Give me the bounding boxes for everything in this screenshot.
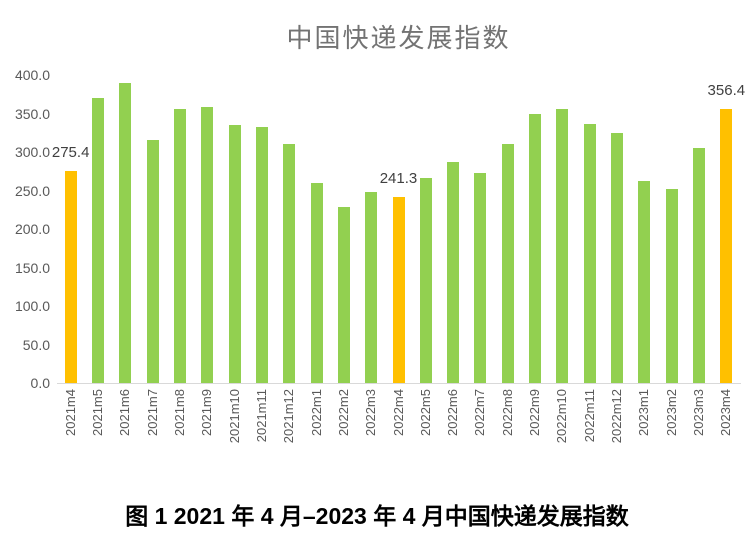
bar-data-label: 241.3 [379, 170, 418, 188]
bar [419, 178, 432, 383]
bar [201, 106, 214, 383]
bar [501, 144, 514, 383]
chart-title: 中国快递发展指数 [286, 23, 511, 53]
bar [283, 144, 296, 383]
x-tick-label: 2022m4 [390, 389, 406, 436]
y-tick-label: 300.0 [14, 144, 50, 160]
bar [665, 188, 678, 383]
bar [337, 207, 350, 383]
x-tick-label: 2023m4 [718, 389, 734, 436]
figure-caption: 图 1 2021 年 4 月–2023 年 4 月中国快递发展指数 [125, 503, 629, 529]
x-tick-label: 2021m11 [253, 389, 269, 443]
bar [693, 148, 706, 383]
y-tick-label: 350.0 [14, 105, 50, 122]
bar [255, 126, 268, 383]
bar-highlighted [392, 197, 405, 383]
x-tick-label: 2022m6 [445, 389, 461, 436]
bar-highlighted [64, 170, 77, 383]
y-tick-label: 150.0 [14, 259, 50, 276]
bar [146, 139, 159, 383]
bar [529, 113, 542, 383]
y-tick-label: 100.0 [14, 298, 50, 314]
x-tick-label: 2022m2 [335, 389, 351, 436]
bar-highlighted [720, 108, 733, 383]
y-tick-label: 50.0 [22, 336, 50, 353]
x-tick-label: 2021m8 [171, 389, 187, 436]
x-tick-label: 2021m7 [144, 389, 160, 436]
y-tick-label: 0.0 [30, 375, 50, 391]
x-tick-label: 2022m3 [363, 389, 379, 436]
x-tick-label: 2022m8 [499, 389, 515, 436]
x-tick-label: 2021m4 [62, 389, 78, 436]
bar [91, 98, 104, 383]
x-tick-label: 2022m1 [308, 389, 324, 436]
x-tick-label: 2021m6 [117, 389, 133, 436]
bar-data-label: 275.4 [51, 143, 90, 161]
bar [119, 82, 132, 383]
x-tick-label: 2023m2 [663, 389, 679, 436]
x-tick-label: 2021m5 [89, 389, 105, 436]
x-tick-label: 2021m10 [226, 389, 242, 444]
x-tick-label: 2023m3 [691, 389, 707, 436]
bar [365, 192, 378, 383]
bar [611, 132, 624, 383]
bar [583, 123, 596, 383]
x-axis-line [57, 383, 741, 384]
x-tick-label: 2022m9 [527, 389, 543, 436]
bar [638, 181, 651, 383]
x-tick-label: 2023m1 [636, 389, 652, 436]
bar [447, 162, 460, 383]
bar-data-label: 356.4 [707, 81, 746, 99]
x-tick-label: 2022m7 [472, 389, 488, 436]
x-tick-label: 2021m12 [281, 389, 297, 444]
bar [556, 108, 569, 383]
x-tick-label: 2022m12 [609, 389, 625, 444]
bar [173, 108, 186, 383]
bar [474, 172, 487, 383]
x-tick-label: 2022m5 [417, 389, 433, 436]
y-tick-label: 200.0 [14, 221, 50, 237]
y-tick-label: 250.0 [14, 182, 50, 199]
x-tick-label: 2022m10 [554, 389, 570, 444]
bar [228, 125, 241, 383]
y-tick-label: 400.0 [14, 67, 50, 83]
x-tick-label: 2021m9 [199, 389, 215, 436]
x-tick-label: 2022m11 [581, 389, 597, 443]
bar [310, 182, 323, 383]
